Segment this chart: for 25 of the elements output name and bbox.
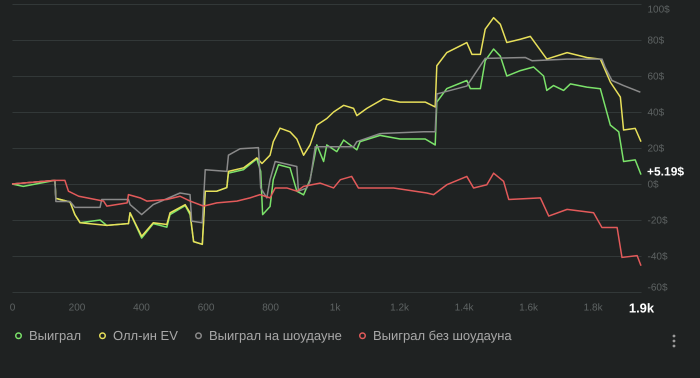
legend-label: Олл-ин EV [113, 328, 178, 343]
x-tick-label: 0 [10, 302, 16, 314]
x-tick-label: 800 [262, 302, 280, 314]
x-tick-label: 200 [68, 302, 86, 314]
x-tick-label: 1.4k [454, 302, 475, 314]
y-tick-label: -20$ [648, 216, 668, 226]
legend-label: Выиграл на шоудауне [209, 328, 342, 343]
y-tick-label: 80$ [648, 36, 665, 46]
legend-label: Выиграл без шоудауна [373, 328, 512, 343]
y-tick-label: 60$ [648, 72, 665, 82]
x-tick-label: 1.6k [519, 302, 540, 314]
y-tick-label: -40$ [648, 252, 668, 262]
legend-label: Выиграл [29, 328, 82, 343]
x-tick-label: 1.2k [390, 302, 410, 314]
x-tick-label: 1.8k [584, 302, 604, 314]
y-tick-label: 40$ [648, 108, 665, 118]
x-tick-label: 1.9k [628, 300, 655, 316]
y-tick-label: 20$ [648, 144, 665, 154]
x-tick-label: 1k [330, 302, 342, 314]
annotation: +5.19$ [647, 164, 684, 179]
y-tick-label: 0$ [648, 180, 660, 190]
x-tick-label: 600 [198, 302, 215, 314]
y-tick-label: 100$ [648, 4, 670, 16]
x-tick-label: 400 [133, 302, 150, 314]
y-tick-label: -60$ [648, 282, 668, 294]
